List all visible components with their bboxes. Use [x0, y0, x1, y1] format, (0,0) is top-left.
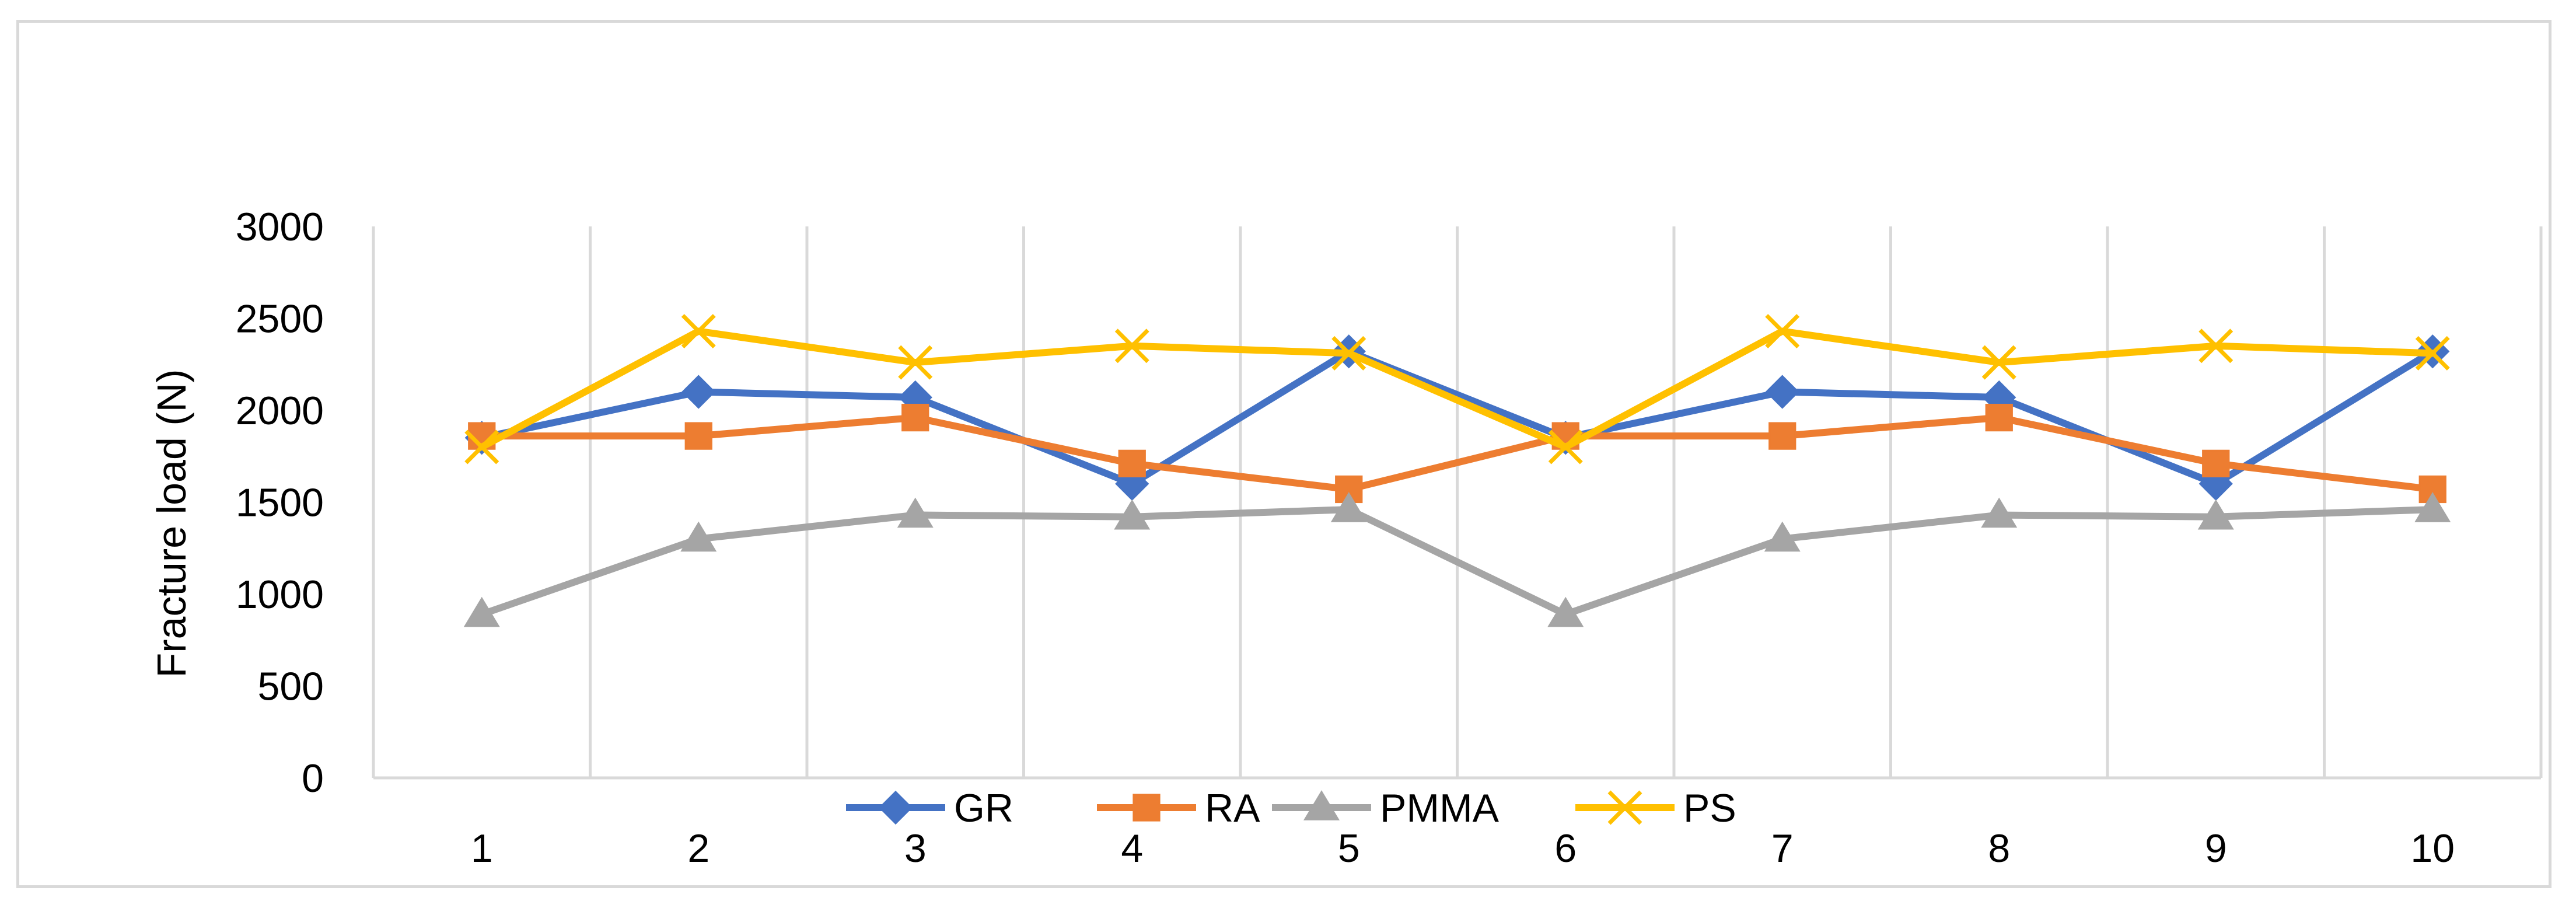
x-tick-label: 4 — [1121, 826, 1143, 871]
data-point-pmma — [1764, 521, 1801, 552]
series-pmma — [463, 492, 2451, 627]
data-point-ps — [1548, 429, 1583, 465]
x-tick-label: 1 — [471, 826, 493, 871]
x-tick-label: 7 — [1771, 826, 1794, 871]
chart-frame — [16, 20, 2551, 888]
data-point-pmma — [2414, 492, 2451, 522]
series-line-pmma — [478, 506, 2437, 618]
data-point-ra — [1768, 422, 1796, 450]
legend-label-ra: RA — [1205, 786, 1260, 830]
x-tick-label: 8 — [1988, 826, 2010, 871]
x-tick-label: 2 — [687, 826, 709, 871]
data-point-ra — [684, 422, 712, 450]
series-ps — [464, 314, 2450, 465]
y-tick-label: 2000 — [236, 389, 324, 433]
x-tick-labels: 1 2 3 4 5 6 7 8 9 10 — [471, 826, 2455, 871]
x-tick-label: 3 — [904, 826, 927, 871]
legend-marker-pmma — [1303, 790, 1340, 820]
data-point-ps — [1114, 329, 1149, 364]
legend-marker-ra — [1133, 794, 1161, 822]
legend-entry-ra: RA — [1097, 786, 1260, 830]
data-point-ps — [1331, 336, 1366, 371]
data-point-pmma — [1981, 497, 2018, 528]
x-tick-label: 10 — [2410, 826, 2455, 871]
data-point-ps — [2198, 329, 2234, 364]
data-point-ps — [898, 345, 933, 380]
legend-label-ps: PS — [1683, 786, 1736, 830]
legend-label-pmma: PMMA — [1380, 786, 1500, 830]
data-point-pmma — [1547, 596, 1584, 627]
legend-entry-gr: GR — [846, 786, 1013, 830]
data-point-ps — [681, 314, 716, 349]
data-point-pmma — [680, 521, 717, 552]
series-line-ps — [478, 327, 2437, 450]
x-tick-label: 6 — [1554, 826, 1577, 871]
legend-label-gr: GR — [954, 786, 1013, 830]
data-point-pmma — [1330, 492, 1367, 522]
y-tick-label: 500 — [258, 665, 324, 709]
data-point-ra — [1118, 449, 1146, 477]
y-tick-label: 1500 — [236, 481, 324, 525]
data-point-ra — [901, 403, 929, 432]
data-point-gr — [681, 375, 716, 409]
y-tick-label: 0 — [302, 756, 324, 801]
data-point-ps — [1765, 314, 1800, 349]
legend: GR RA PMMA PS — [846, 786, 1736, 830]
data-point-ps — [1981, 345, 2016, 380]
data-point-pmma — [2197, 499, 2234, 530]
legend-marker-ps — [1607, 790, 1642, 825]
legend-entry-ps: PS — [1575, 786, 1736, 830]
legend-entry-pmma: PMMA — [1272, 786, 1500, 830]
data-point-ra — [2202, 449, 2230, 477]
y-tick-labels: 0 500 1000 1500 2000 2500 3000 — [236, 205, 324, 801]
series-line-ra — [478, 414, 2437, 493]
data-point-pmma — [463, 596, 500, 627]
data-point-pmma — [1114, 499, 1151, 530]
data-point-ps — [464, 429, 499, 465]
data-point-gr — [1765, 375, 1799, 409]
y-tick-label: 1000 — [236, 572, 324, 617]
gridlines — [372, 226, 2543, 778]
x-tick-label: 5 — [1338, 826, 1360, 871]
data-point-ps — [2415, 336, 2450, 371]
data-point-pmma — [897, 497, 934, 528]
x-tick-label: 9 — [2205, 826, 2227, 871]
y-tick-label: 3000 — [236, 205, 324, 249]
series — [463, 314, 2451, 627]
y-tick-label: 2500 — [236, 297, 324, 341]
legend-marker-gr — [878, 790, 913, 825]
data-point-ra — [1985, 403, 2013, 432]
y-axis-title: Fracture load (N) — [149, 369, 194, 677]
